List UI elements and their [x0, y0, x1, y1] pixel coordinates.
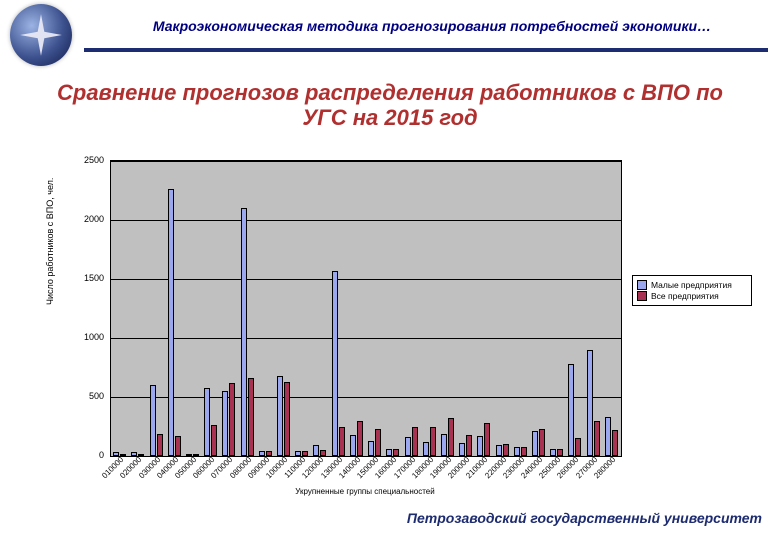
bar-series-a — [168, 189, 174, 456]
bar-series-b — [211, 425, 217, 456]
bar-series-a — [568, 364, 574, 456]
bar-series-a — [368, 441, 374, 456]
bar-series-b — [357, 421, 363, 456]
plot-area — [110, 160, 622, 457]
grid-line — [111, 220, 621, 221]
bar-series-b — [466, 435, 472, 456]
bar-series-a — [587, 350, 593, 456]
legend-label: Малые предприятия — [651, 280, 732, 290]
bar-series-b — [266, 451, 272, 456]
bar-series-a — [441, 434, 447, 456]
bar-series-b — [612, 430, 618, 456]
footer-text: Петрозаводский государственный университ… — [407, 510, 762, 526]
bar-series-b — [175, 436, 181, 456]
bar-series-a — [277, 376, 283, 456]
compass-star-icon — [19, 13, 63, 57]
y-tick: 500 — [64, 391, 104, 401]
bar-series-b — [229, 383, 235, 456]
logo — [10, 4, 72, 66]
header-text: Макроэкономическая методика прогнозирова… — [96, 18, 768, 34]
y-tick: 2000 — [64, 214, 104, 224]
bar-series-a — [241, 208, 247, 456]
bar-series-a — [532, 431, 538, 456]
bar-series-b — [248, 378, 254, 456]
y-tick: 1000 — [64, 332, 104, 342]
y-tick: 0 — [64, 450, 104, 460]
y-axis-label: Число работников с ВПО, чел. — [45, 178, 55, 305]
bar-series-b — [484, 423, 490, 456]
bar-series-b — [503, 444, 509, 456]
bar-series-b — [120, 454, 126, 456]
bar-series-b — [557, 449, 563, 456]
bar-series-a — [477, 436, 483, 456]
bar-series-b — [157, 434, 163, 456]
bar-series-b — [193, 454, 199, 456]
bar-series-a — [222, 391, 228, 456]
chart: Число работников с ВПО, чел. Укрупненные… — [40, 155, 740, 500]
y-tick: 2500 — [64, 155, 104, 165]
bar-series-b — [575, 438, 581, 456]
bar-series-a — [350, 435, 356, 456]
y-tick: 1500 — [64, 273, 104, 283]
grid-line — [111, 456, 621, 457]
bar-series-a — [405, 437, 411, 456]
bar-series-b — [430, 427, 436, 457]
bar-series-a — [150, 385, 156, 456]
legend-label: Все предприятия — [651, 291, 719, 301]
bar-series-b — [448, 418, 454, 456]
legend: Малые предприятия Все предприятия — [632, 275, 752, 306]
grid-line — [111, 279, 621, 280]
bar-series-a — [204, 388, 210, 456]
bar-series-b — [138, 454, 144, 456]
bar-series-a — [605, 417, 611, 456]
legend-swatch — [637, 280, 647, 290]
header-rule — [84, 48, 768, 52]
grid-line — [111, 397, 621, 398]
grid-line — [111, 338, 621, 339]
bar-series-b — [393, 449, 399, 456]
bar-series-b — [339, 427, 345, 457]
grid-line — [111, 161, 621, 162]
bar-series-b — [412, 427, 418, 457]
bar-series-b — [539, 429, 545, 456]
bar-series-b — [284, 382, 290, 456]
bar-series-b — [302, 451, 308, 456]
legend-item: Малые предприятия — [637, 280, 747, 290]
legend-item: Все предприятия — [637, 291, 747, 301]
bar-series-b — [521, 447, 527, 456]
bar-series-b — [375, 429, 381, 456]
bar-series-a — [423, 442, 429, 456]
bar-series-a — [332, 271, 338, 456]
bar-series-b — [594, 421, 600, 456]
bar-series-b — [320, 450, 326, 456]
legend-swatch — [637, 291, 647, 301]
page-title: Сравнение прогнозов распределения работн… — [40, 80, 740, 131]
